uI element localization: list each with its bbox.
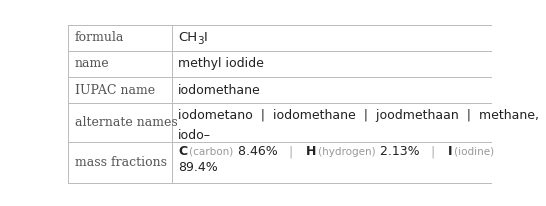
Text: H: H — [306, 145, 316, 158]
Text: (hydrogen): (hydrogen) — [316, 147, 376, 157]
Text: I: I — [448, 145, 452, 158]
Text: C: C — [178, 145, 187, 158]
Text: 3: 3 — [198, 36, 204, 46]
Text: alternate names: alternate names — [75, 116, 177, 129]
Text: 2.13%: 2.13% — [376, 145, 419, 158]
Text: name: name — [75, 57, 109, 70]
Text: I: I — [204, 31, 208, 44]
Text: mass fractions: mass fractions — [75, 156, 167, 169]
Text: (iodine): (iodine) — [452, 147, 494, 157]
Text: methyl iodide: methyl iodide — [178, 57, 264, 70]
Text: iodomethane: iodomethane — [178, 84, 261, 97]
Text: 89.4%: 89.4% — [178, 161, 218, 174]
Text: 8.46%: 8.46% — [234, 145, 277, 158]
Text: IUPAC name: IUPAC name — [75, 84, 155, 97]
Text: (carbon): (carbon) — [187, 147, 234, 157]
Text: |: | — [277, 145, 306, 158]
Text: |: | — [419, 145, 448, 158]
Text: CH: CH — [178, 31, 198, 44]
Text: iodometano  |  iodomethane  |  joodmethaan  |  methane,
iodo–: iodometano | iodomethane | joodmethaan |… — [178, 109, 539, 142]
Text: formula: formula — [75, 31, 124, 44]
